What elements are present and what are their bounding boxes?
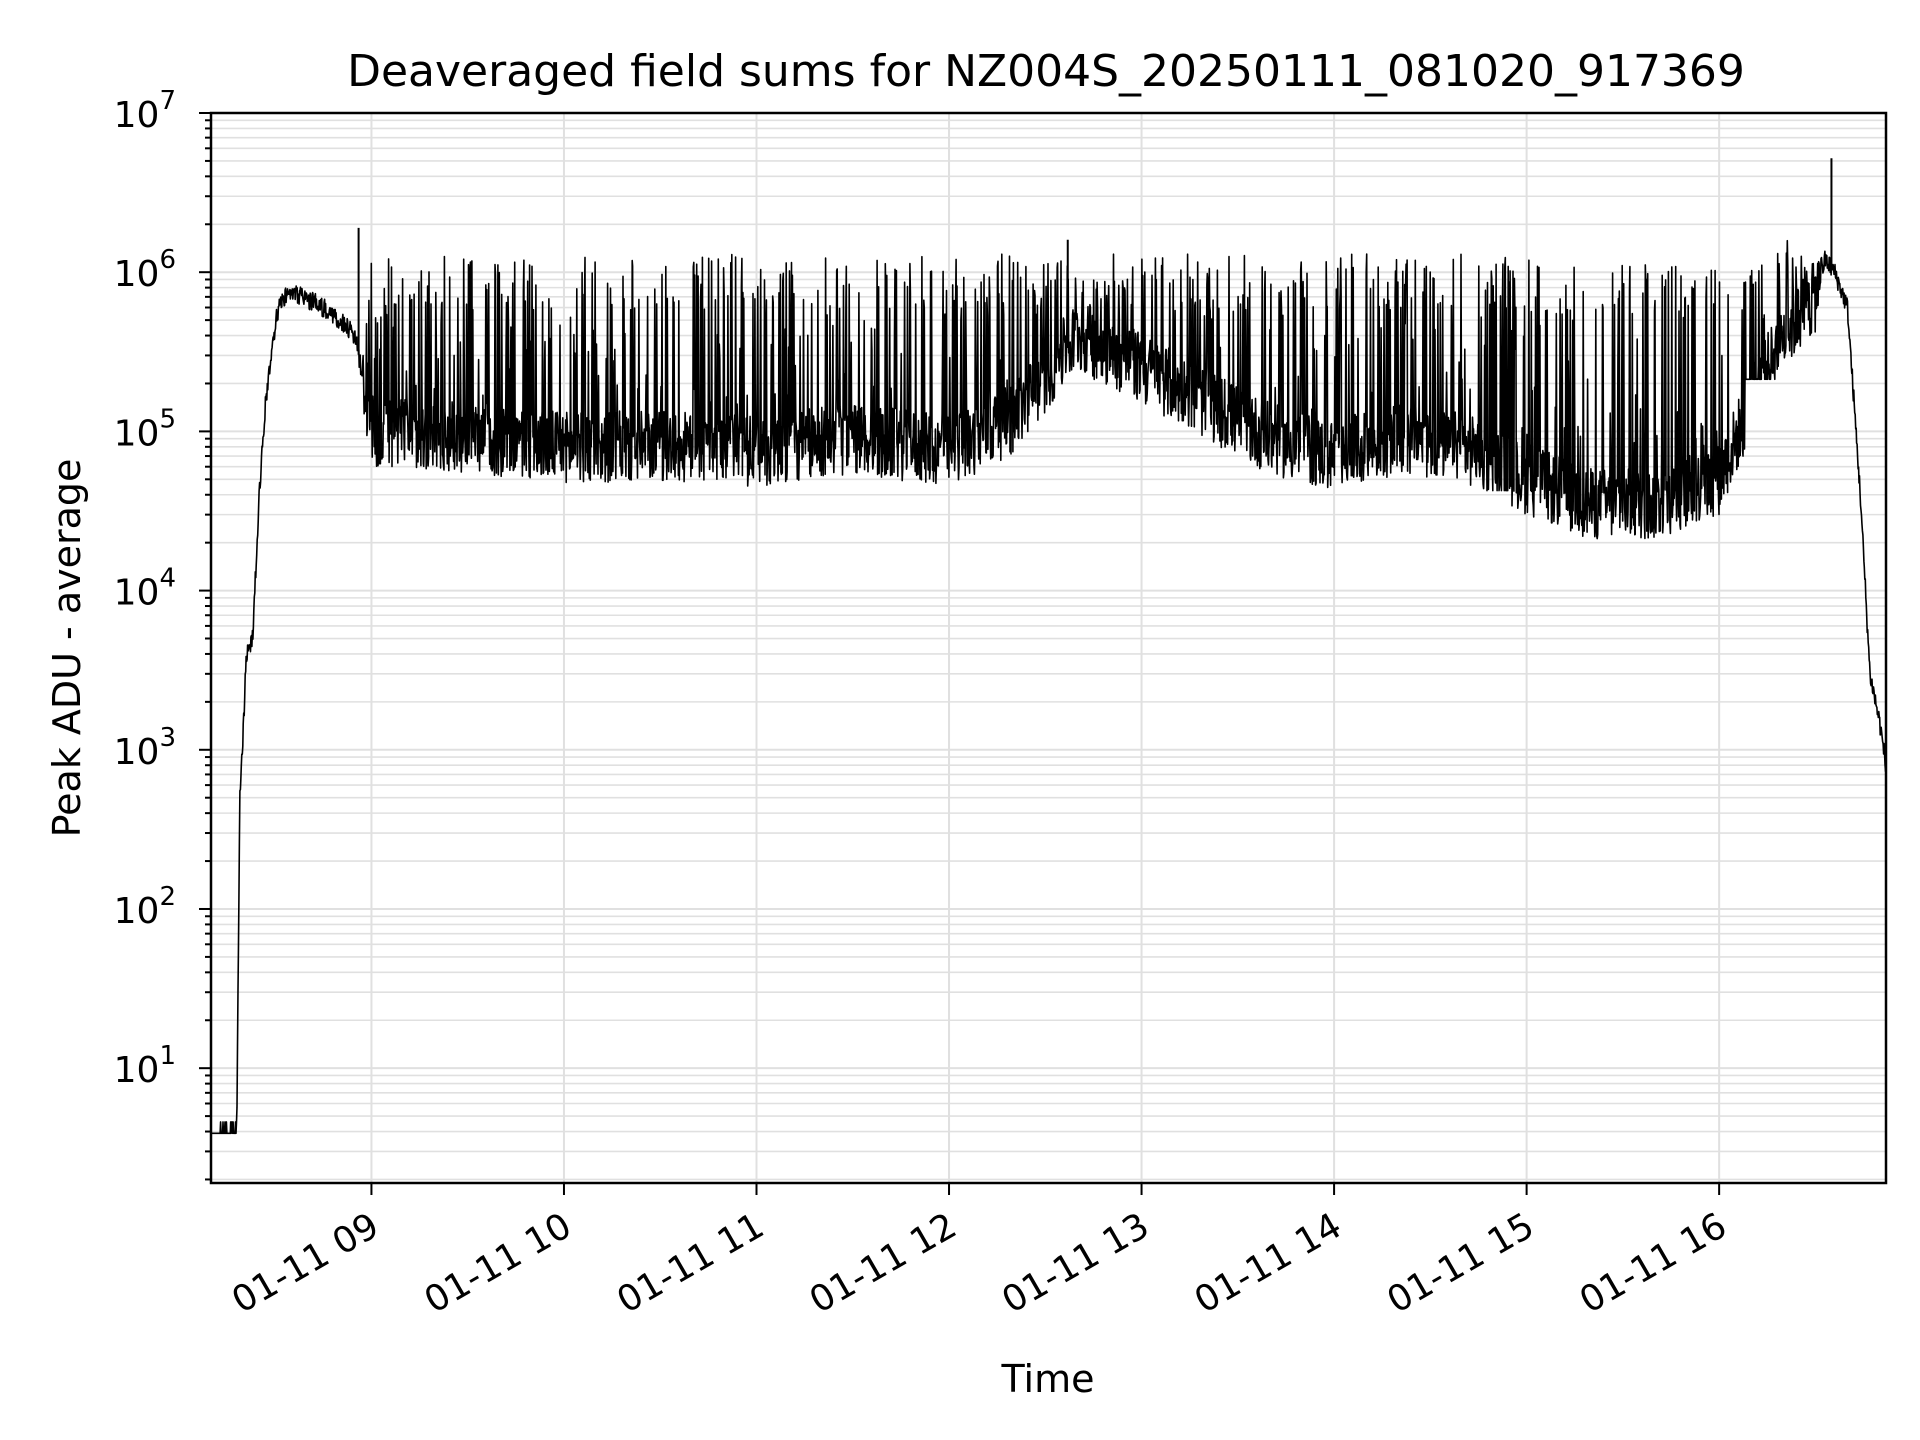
y-tick-label: 105 — [114, 404, 176, 454]
y-axis-label: Peak ADU - average — [45, 459, 89, 838]
y-tick-base: 10 — [114, 254, 160, 295]
y-tick-base: 10 — [114, 573, 160, 614]
x-axis-label: Time — [1001, 1357, 1095, 1401]
y-tick-exponent: 3 — [159, 723, 176, 753]
y-tick-label: 107 — [114, 86, 176, 136]
series-line — [210, 239, 1887, 1135]
y-tick-base: 10 — [114, 413, 160, 454]
y-tick-base: 10 — [114, 732, 160, 773]
y-tick-label: 104 — [114, 564, 176, 614]
y-tick-label: 103 — [114, 723, 176, 773]
y-tick-base: 10 — [114, 891, 160, 932]
grid — [211, 112, 1886, 1183]
plot-area — [209, 111, 1888, 1185]
y-tick-label: 101 — [114, 1041, 176, 1091]
y-tick-label: 102 — [114, 882, 176, 932]
y-tick-exponent: 1 — [159, 1041, 176, 1071]
y-tick-base: 10 — [114, 1050, 160, 1091]
y-tick-exponent: 7 — [159, 86, 176, 116]
y-tick-exponent: 4 — [159, 564, 176, 594]
plot-frame — [209, 111, 1888, 1185]
y-tick-exponent: 2 — [159, 882, 176, 912]
y-tick-exponent: 6 — [159, 245, 176, 275]
y-tick-base: 10 — [114, 95, 160, 136]
chart-title: Deaveraged field sums for NZ004S_2025011… — [347, 46, 1745, 97]
y-tick-exponent: 5 — [159, 404, 176, 434]
y-tick-label: 106 — [114, 245, 176, 295]
